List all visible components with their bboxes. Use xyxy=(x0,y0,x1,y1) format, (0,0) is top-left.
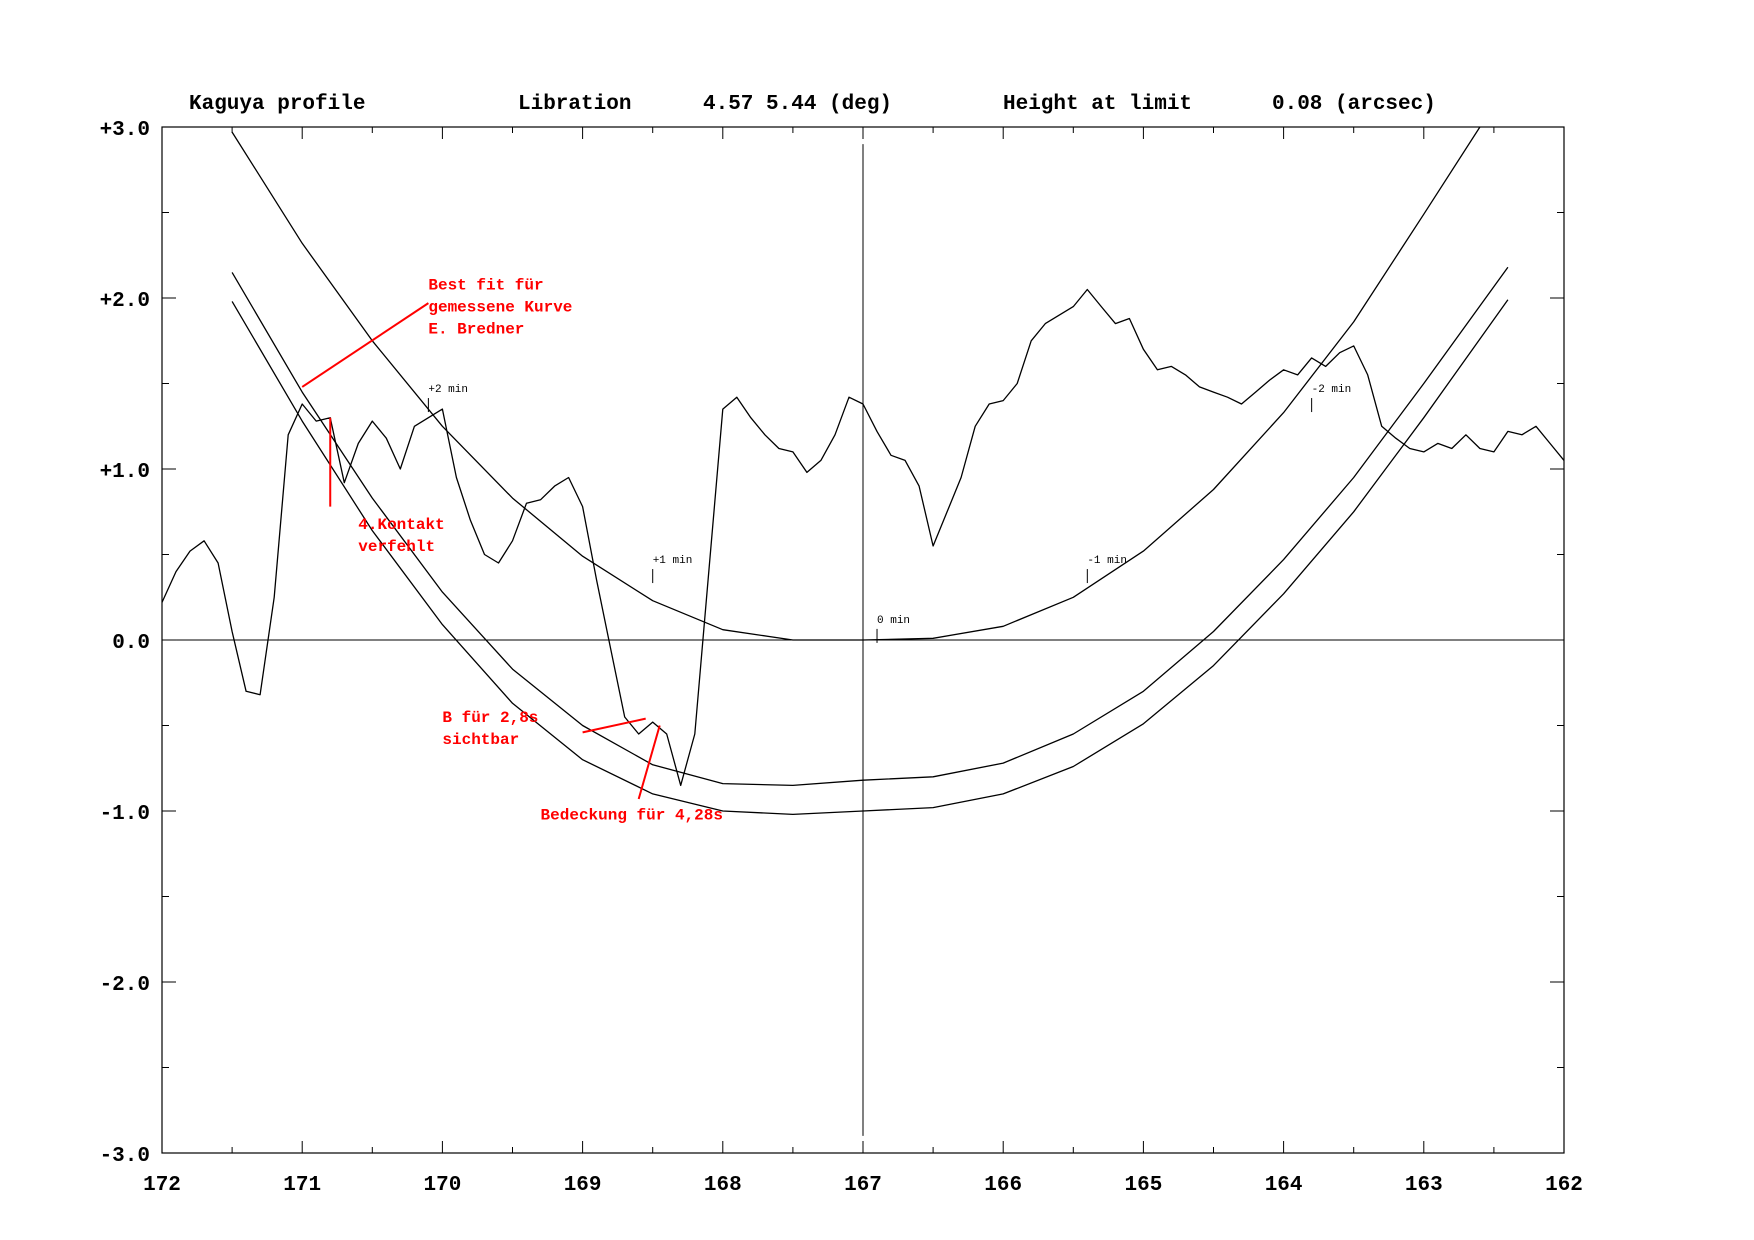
series-line-limit-curve-middle xyxy=(231,266,1509,787)
time-mark-label: -2 min xyxy=(1312,384,1352,396)
y-tick-label: +1.0 xyxy=(100,461,150,484)
annotation-text: Bedeckung für 4,28s xyxy=(541,807,723,825)
annotation-text: Best fit für xyxy=(428,276,543,294)
annotation-text: sichtbar xyxy=(442,731,519,749)
x-tick-label: 169 xyxy=(564,1174,602,1197)
x-tick-label: 163 xyxy=(1405,1174,1443,1197)
libration-label: Libration xyxy=(518,93,631,116)
time-marks-layer: +2 min +1 min 0 min -1 min -2 min xyxy=(427,384,1352,643)
x-tick-label: 162 xyxy=(1545,1174,1583,1197)
annotation-pointer xyxy=(582,717,646,734)
x-tick-label: 167 xyxy=(844,1174,882,1197)
annotation-pointer xyxy=(637,725,661,800)
curves-layer xyxy=(161,126,1565,816)
y-tick-label: +2.0 xyxy=(100,290,150,313)
annotation-pointer xyxy=(301,302,429,388)
time-mark-label: -1 min xyxy=(1087,555,1127,567)
x-tick-label: 166 xyxy=(984,1174,1022,1197)
height-value: 0.08 (arcsec) xyxy=(1272,93,1436,116)
series-line-limit-curve-lower xyxy=(231,299,1509,816)
libration-value: 4.57 5.44 (deg) xyxy=(703,93,892,116)
series-line-limit-curve-upper xyxy=(231,126,1481,641)
chart-header: Kaguya profile Libration 4.57 5.44 (deg)… xyxy=(189,93,1436,116)
axes-layer: 172 171 170 169 168 167 166 165 164 163 162 +3.0 +2.… xyxy=(100,119,1583,1197)
y-tick-label: -2.0 xyxy=(100,974,150,997)
x-tick-label: 171 xyxy=(283,1174,321,1197)
x-tick-label: 168 xyxy=(704,1174,742,1197)
annotation-text: E. Bredner xyxy=(428,320,524,338)
annotation-text: gemessene Kurve xyxy=(428,298,572,316)
x-tick-label: 172 xyxy=(143,1174,181,1197)
y-tick-label: -1.0 xyxy=(100,803,150,826)
annotation-text: B für 2,8s xyxy=(442,709,538,727)
time-mark-label: +2 min xyxy=(428,384,468,396)
height-label: Height at limit xyxy=(1003,93,1192,116)
time-mark-label: +1 min xyxy=(653,555,693,567)
series-line-limb-profile xyxy=(161,288,1565,787)
chart-title: Kaguya profile xyxy=(189,93,365,116)
y-tick-label: 0.0 xyxy=(112,632,150,655)
y-tick-label: -3.0 xyxy=(100,1145,150,1168)
time-mark-label: 0 min xyxy=(877,615,910,627)
x-tick-label: 164 xyxy=(1265,1174,1303,1197)
x-tick-label: 170 xyxy=(423,1174,461,1197)
y-tick-label: +3.0 xyxy=(100,119,150,142)
x-tick-label: 165 xyxy=(1124,1174,1162,1197)
annotations-layer: Best fit für gemessene Kurve E. Bredner 4.K… xyxy=(301,276,723,825)
annotation-text: verfehlt xyxy=(358,538,435,556)
annotation-text: 4.Kontakt xyxy=(358,516,444,534)
